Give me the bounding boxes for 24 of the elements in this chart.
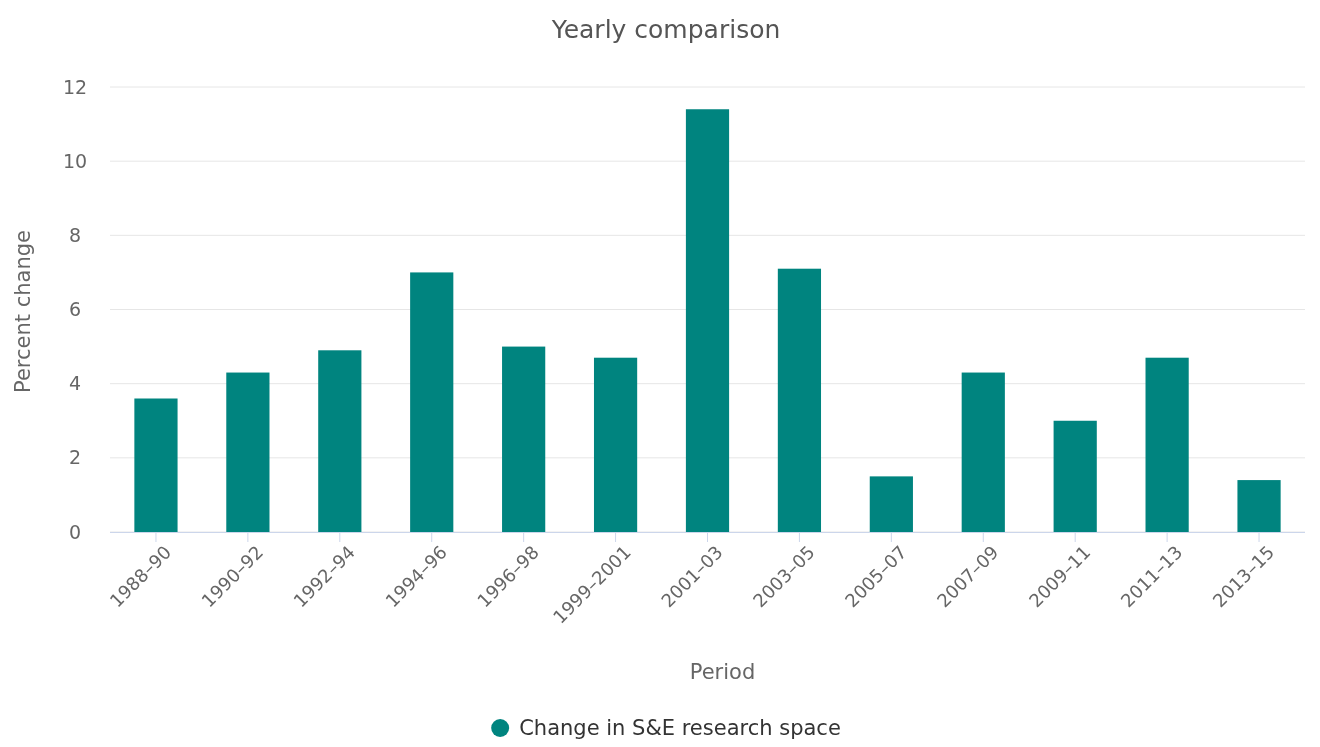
bar: [410, 272, 454, 532]
y-tick-label: 2: [68, 446, 82, 469]
y-tick-label: 0: [68, 520, 82, 543]
legend-label: Change in S&E research space: [519, 716, 841, 740]
y-tick-label: 4: [68, 372, 82, 395]
bar: [685, 109, 730, 532]
chart-title: Yearly comparison: [550, 15, 781, 44]
y-tick-label: 12: [62, 75, 88, 98]
bar: [134, 398, 178, 532]
bar: [1145, 357, 1189, 532]
y-tick-label: 8: [68, 223, 82, 246]
bar: [593, 357, 638, 532]
y-axis-title: Percent change: [11, 230, 35, 393]
bar: [502, 346, 546, 532]
bar: [777, 268, 822, 532]
bar: [318, 350, 362, 532]
y-tick-label: 6: [68, 298, 82, 321]
bar: [869, 476, 913, 532]
bar: [1237, 480, 1281, 532]
y-tick-label: 10: [62, 149, 88, 172]
bar: [226, 372, 270, 532]
bar: [961, 372, 1005, 532]
bar: [1053, 420, 1097, 532]
x-axis-title: Period: [689, 660, 756, 684]
